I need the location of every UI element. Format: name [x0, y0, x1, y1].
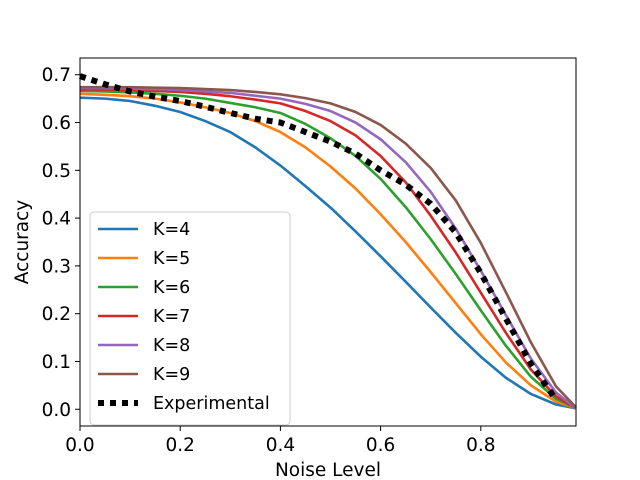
series-line-k-7	[80, 88, 577, 410]
y-tick-label: 0.5	[42, 161, 71, 182]
x-tick-label: 0.6	[366, 435, 395, 456]
plot-frame	[79, 57, 577, 427]
x-tick-label: 0.4	[266, 435, 295, 456]
series-line-k-6	[79, 89, 577, 410]
y-tick-label: 0.0	[42, 400, 71, 421]
x-tick-label: 0.2	[165, 435, 194, 456]
legend-label: K=5	[153, 249, 190, 269]
axis-ticks: 0.0 0.2 0.4 0.6 0.8 0.0 0.1 0.2 0.3 0.4 0.5 0.6 0.7	[42, 65, 496, 456]
x-tick-label: 0.0	[65, 435, 94, 456]
series-line-k-4	[79, 96, 577, 410]
y-tick-label: 0.6	[42, 113, 71, 134]
series-line-k-9	[80, 85, 577, 409]
legend-label: K=4	[153, 220, 190, 240]
legend-label: K=9	[153, 365, 190, 385]
y-axis-label: Accuracy	[12, 200, 33, 285]
legend: K=4 K=5 K=6 K=7 K=8 K=9 Experimental	[89, 211, 291, 426]
legend-label: K=6	[153, 278, 190, 298]
legend-label: K=7	[153, 307, 190, 327]
y-tick-label: 0.1	[42, 352, 71, 373]
x-tick-label: 0.8	[466, 435, 495, 456]
x-axis-label: Noise Level	[275, 460, 381, 480]
legend-label: Experimental	[153, 394, 270, 414]
series-lines	[79, 73, 577, 410]
y-tick-label: 0.4	[42, 209, 71, 230]
y-tick-label: 0.3	[42, 256, 71, 277]
y-tick-label: 0.7	[42, 65, 71, 86]
y-tick-label: 0.2	[42, 304, 71, 325]
legend-box	[89, 211, 291, 426]
legend-label: K=8	[153, 336, 190, 356]
